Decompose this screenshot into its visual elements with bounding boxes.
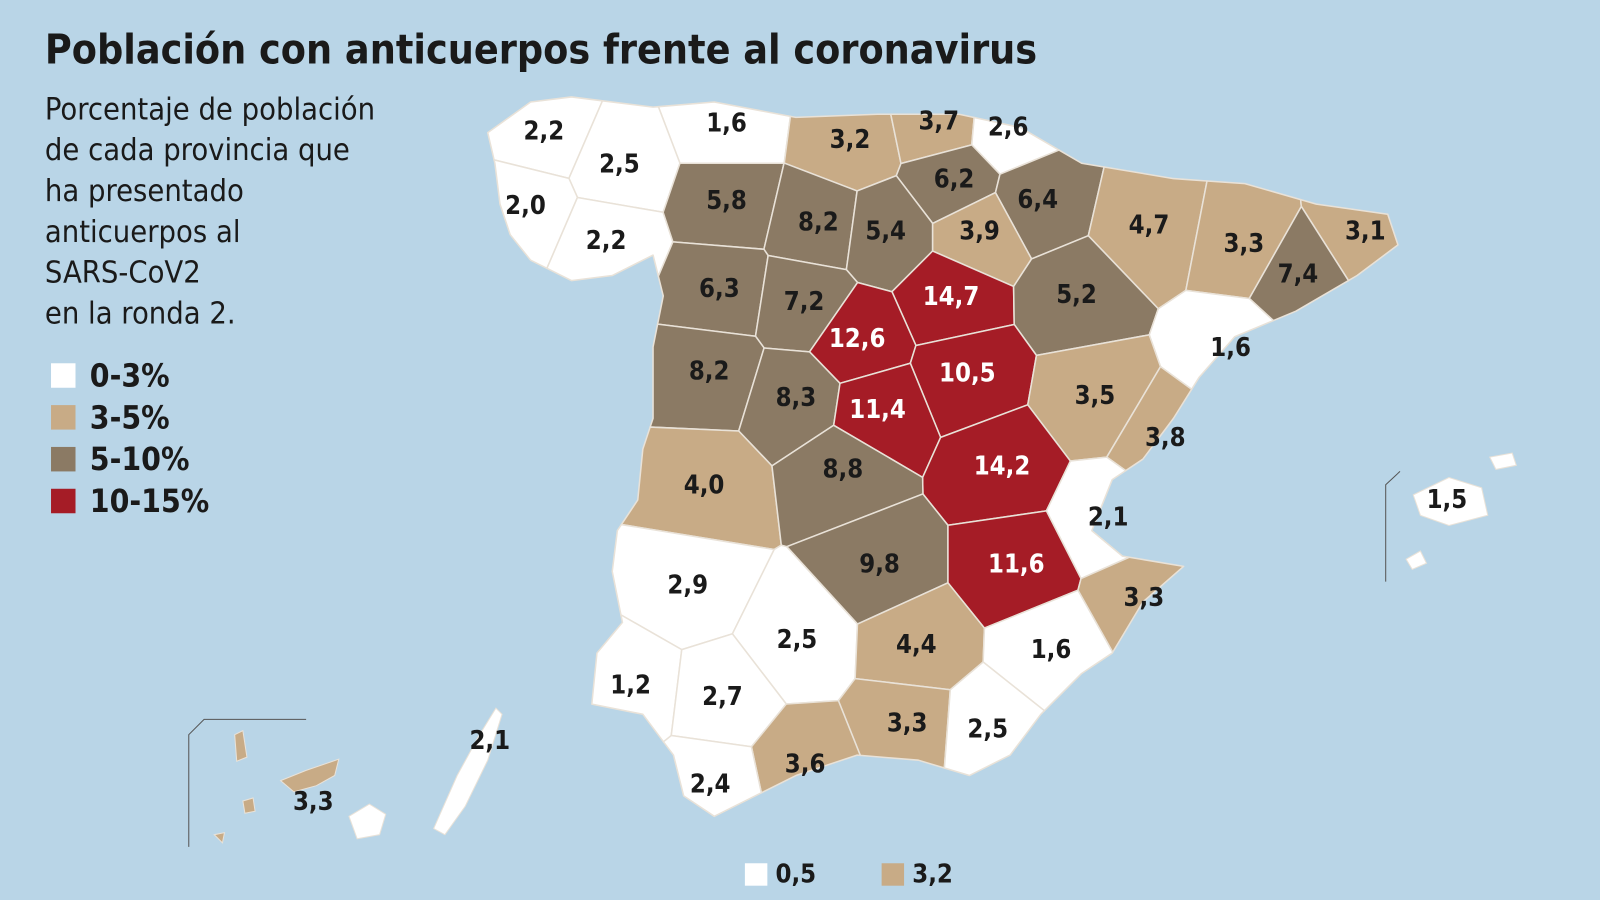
island (213, 729, 340, 844)
value-label: 7,4 (1278, 260, 1319, 290)
value-label: 3,3 (293, 787, 334, 817)
value-label: 3,3 (1224, 229, 1265, 259)
value-label: 7,2 (784, 287, 825, 317)
value-label: 3,7 (918, 106, 959, 136)
value-label: 6,3 (699, 274, 740, 304)
legend-swatch (51, 488, 76, 514)
value-label: 3,8 (1145, 423, 1186, 453)
subtitle-line: en la ronda 2. (45, 296, 236, 331)
value-label: 1,6 (706, 108, 747, 138)
value-label: 2,5 (777, 625, 818, 655)
value-label: 1,5 (1427, 485, 1468, 515)
value-label: 0,5 (776, 860, 817, 890)
subtitle-line: SARS-CoV2 (45, 256, 201, 291)
value-label: 4,7 (1129, 211, 1170, 241)
subtitle-line: Porcentaje de población (45, 92, 375, 127)
value-label: 2,1 (1088, 502, 1129, 532)
value-label: 9,8 (859, 549, 900, 579)
legend-label: 10-15% (90, 484, 210, 520)
value-label: 1,2 (610, 671, 651, 701)
island (1405, 452, 1517, 571)
value-label: 5,4 (865, 217, 906, 247)
province (493, 159, 579, 270)
value-label: 2,2 (586, 226, 627, 256)
subtitle-line: anticuerpos al (45, 215, 241, 250)
legend-swatch (51, 405, 76, 430)
inset-frame (1385, 471, 1401, 582)
subtitle-line: ha presentado (45, 174, 244, 209)
value-label: 2,1 (469, 726, 510, 756)
value-label: 11,4 (849, 395, 906, 425)
value-label: 1,6 (1210, 333, 1251, 363)
legend-swatch (51, 446, 76, 472)
value-label: 3,3 (1124, 583, 1165, 613)
value-label: 8,2 (798, 207, 839, 237)
province (662, 734, 763, 818)
value-label: 2,5 (967, 715, 1008, 745)
value-label: 5,2 (1056, 280, 1097, 310)
value-label: 3,2 (830, 125, 871, 155)
value-label: 6,2 (934, 165, 975, 195)
legend-swatch (51, 363, 76, 388)
value-label: 14,2 (974, 451, 1031, 481)
value-label: 2,5 (599, 149, 640, 179)
value-label: 14,7 (923, 282, 980, 312)
value-label: 3,5 (1075, 381, 1116, 411)
legend-label: 5-10% (90, 442, 190, 478)
value-label: 5,8 (706, 186, 747, 216)
value-label: 3,1 (1345, 217, 1386, 247)
value-label: 3,3 (887, 708, 928, 738)
value-label: 8,3 (776, 383, 817, 413)
value-label: 12,6 (829, 324, 886, 354)
value-label: 3,9 (959, 217, 1000, 247)
value-label: 2,0 (505, 191, 546, 221)
map-group: Población con anticuerpos frente al coro… (45, 25, 1517, 890)
inset-frame (188, 718, 307, 847)
value-label: 3,6 (785, 749, 826, 779)
value-label: 2,4 (690, 770, 731, 800)
legend-label: 3-5% (90, 400, 170, 436)
city-swatch (744, 863, 768, 886)
title: Población con anticuerpos frente al coro… (45, 25, 1037, 73)
value-label: 2,6 (988, 113, 1029, 143)
value-label: 2,7 (702, 682, 743, 712)
province (943, 661, 1046, 777)
legend-label: 0-3% (90, 359, 170, 395)
city-swatch (881, 863, 905, 886)
value-label: 3,2 (912, 860, 953, 890)
value-label: 8,2 (689, 356, 730, 386)
value-label: 4,4 (896, 630, 937, 660)
value-label: 11,6 (988, 549, 1045, 579)
subtitle-line: de cada provincia que (45, 133, 350, 168)
island (348, 707, 503, 840)
value-label: 8,8 (823, 454, 864, 484)
value-label: 4,0 (684, 471, 725, 501)
value-label: 10,5 (939, 358, 996, 388)
value-label: 2,9 (667, 571, 708, 601)
provinces (486, 96, 1399, 818)
value-label: 1,6 (1031, 635, 1072, 665)
value-label: 2,2 (524, 117, 565, 147)
value-label: 6,4 (1017, 185, 1058, 215)
